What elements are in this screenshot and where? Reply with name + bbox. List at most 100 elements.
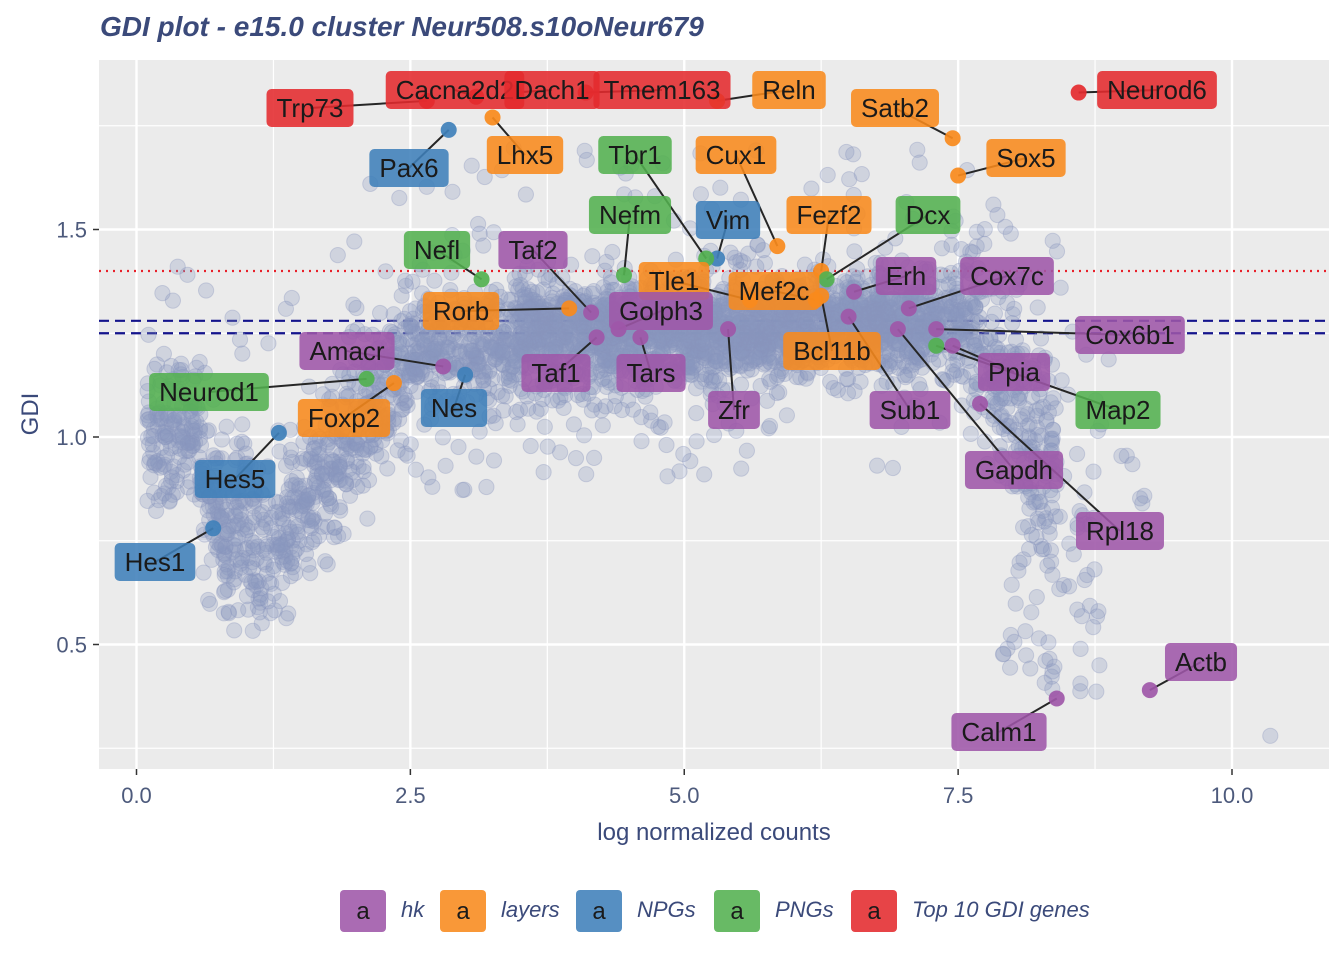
background-gene-point (705, 332, 722, 349)
background-gene-point (735, 254, 752, 271)
gene-label-tars: Tars (616, 354, 686, 392)
background-gene-point (1004, 306, 1021, 323)
gene-label-text: Neurod6 (1107, 75, 1207, 105)
gene-label-sub1: Sub1 (869, 391, 951, 429)
background-gene-point (161, 492, 178, 509)
background-gene-point (142, 469, 159, 486)
background-gene-point (316, 481, 333, 498)
background-gene-point (463, 157, 480, 174)
background-gene-point (439, 343, 456, 360)
background-gene-point (1011, 392, 1028, 409)
background-gene-point (422, 335, 439, 352)
y-tick-label: 0.5 (56, 633, 87, 658)
gene-point-calm1 (1048, 690, 1065, 707)
background-gene-point (709, 353, 726, 370)
background-gene-point (1028, 407, 1046, 424)
background-gene-point (231, 331, 249, 348)
background-gene-point (535, 306, 552, 323)
background-gene-point (174, 428, 191, 445)
background-gene-point (224, 309, 241, 326)
gene-point-cux1 (769, 238, 786, 255)
background-gene-point (434, 429, 451, 446)
gene-label-text: Taf2 (508, 235, 557, 265)
background-gene-point (1069, 601, 1086, 618)
background-gene-point (1033, 427, 1050, 444)
background-gene-point (597, 398, 614, 415)
background-gene-point (239, 522, 256, 539)
background-gene-point (393, 313, 410, 330)
background-gene-point (877, 303, 895, 320)
background-gene-point (534, 320, 551, 337)
background-gene-point (738, 442, 756, 459)
background-gene-point (733, 460, 750, 477)
background-gene-point (911, 325, 928, 342)
background-gene-point (282, 523, 300, 540)
background-gene-point (250, 590, 267, 607)
background-gene-point (943, 304, 960, 321)
background-gene-point (159, 425, 176, 443)
gene-label-text: Cox7c (970, 261, 1044, 291)
gene-point-cox7c (900, 300, 917, 317)
background-gene-point (249, 599, 266, 616)
background-gene-point (302, 518, 319, 535)
gene-label-tmem163: Tmem163 (593, 71, 731, 109)
legend-key-glyph: a (867, 898, 881, 925)
gene-label-text: Dach1 (514, 75, 589, 105)
background-gene-point (173, 355, 190, 372)
background-gene-point (437, 457, 454, 474)
background-gene-point (576, 142, 593, 159)
background-gene-point (861, 297, 878, 314)
gene-label-text: Tle1 (649, 266, 700, 296)
background-gene-point (402, 436, 419, 453)
background-gene-point (693, 366, 710, 383)
background-gene-point (1091, 657, 1108, 674)
background-gene-point (152, 459, 169, 476)
background-gene-point (743, 361, 760, 378)
background-gene-point (782, 313, 799, 330)
legend-label: NPGs (637, 897, 696, 922)
background-gene-point (884, 459, 902, 477)
legend-label: layers (501, 897, 560, 922)
background-gene-point (1021, 540, 1038, 558)
background-gene-point (141, 454, 158, 471)
background-gene-point (955, 301, 972, 318)
background-gene-point (242, 573, 259, 590)
background-gene-point (400, 317, 417, 334)
background-gene-point (272, 537, 289, 554)
background-gene-point (986, 305, 1004, 322)
gene-label-rpl18: Rpl18 (1076, 512, 1164, 550)
background-gene-point (1042, 542, 1060, 559)
background-gene-point (320, 490, 338, 507)
background-gene-point (1061, 578, 1078, 595)
x-tick-label: 2.5 (395, 783, 426, 808)
background-gene-point (478, 478, 495, 496)
background-gene-point (950, 303, 967, 320)
x-axis-title: log normalized counts (597, 819, 830, 846)
background-gene-point (763, 321, 780, 338)
gene-label-zfr: Zfr (708, 391, 760, 429)
background-gene-point (220, 559, 237, 576)
background-gene-point (338, 476, 355, 493)
background-gene-point (308, 455, 325, 472)
background-gene-point (838, 371, 855, 388)
background-gene-point (346, 233, 363, 250)
gene-point-ppia (944, 337, 961, 354)
background-gene-point (1029, 299, 1046, 316)
background-gene-point (226, 622, 243, 639)
legend-item-hk: a hk (340, 890, 425, 932)
background-gene-point (244, 514, 261, 531)
background-gene-point (546, 315, 563, 332)
background-gene-point (341, 487, 359, 504)
background-gene-point (992, 391, 1009, 409)
background-gene-point (248, 573, 265, 591)
legend-item-layers: a layers (440, 890, 560, 932)
background-gene-point (343, 440, 360, 457)
background-gene-point (768, 312, 786, 329)
background-gene-point (298, 451, 315, 468)
gene-label-text: Amacr (309, 336, 384, 366)
gene-point-taf1 (588, 329, 605, 346)
background-gene-point (768, 368, 786, 386)
background-gene-point (368, 445, 385, 462)
background-gene-point (613, 401, 631, 419)
background-gene-point (329, 247, 346, 264)
